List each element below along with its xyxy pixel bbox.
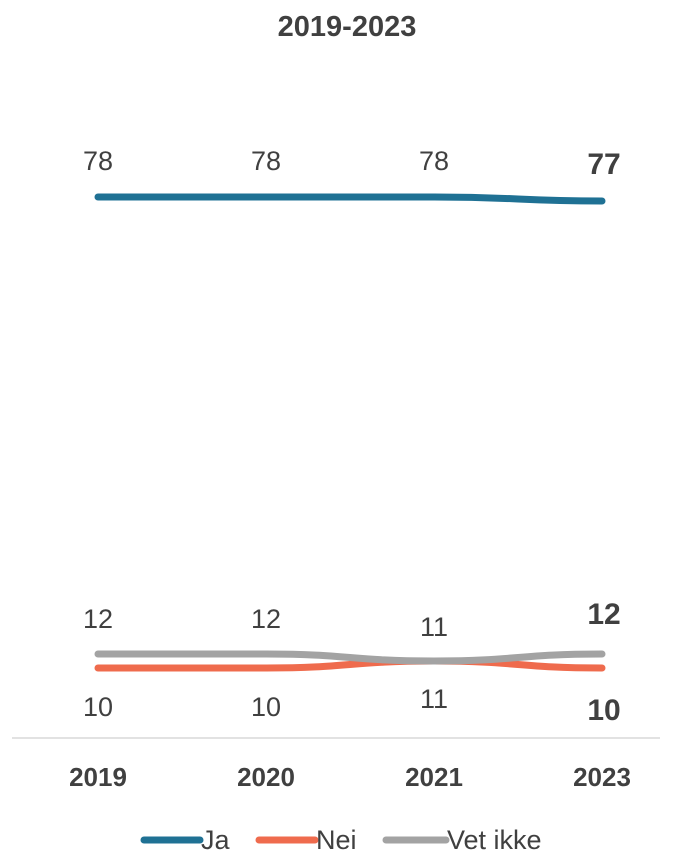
legend-label-vet-ikke: Vet ikke — [447, 825, 542, 853]
data-label-vet-ikke-2021: 11 — [420, 612, 448, 642]
data-label-vet-ikke-2020: 12 — [251, 604, 281, 634]
legend-label-nei: Nei — [316, 825, 357, 853]
series-line-nei — [94, 657, 606, 672]
data-label-nei-2023: 10 — [587, 694, 620, 727]
x-tick-2023: 2023 — [573, 762, 631, 792]
data-label-nei-2021: 11 — [420, 684, 448, 714]
x-tick-2019: 2019 — [69, 762, 127, 792]
series-layer — [94, 193, 606, 672]
data-label-ja-2020: 78 — [251, 146, 281, 176]
x-tick-2020: 2020 — [237, 762, 295, 792]
data-label-nei-2019: 10 — [83, 692, 113, 722]
data-label-nei-2020: 10 — [251, 692, 281, 722]
data-label-vet-ikke-2023: 12 — [587, 598, 620, 631]
data-label-ja-2019: 78 — [83, 146, 113, 176]
data-label-ja-2023: 77 — [587, 148, 620, 181]
series-line-vet-ikke — [94, 650, 606, 665]
x-tick-2021: 2021 — [405, 762, 463, 792]
data-label-vet-ikke-2019: 12 — [83, 604, 113, 634]
legend-label-ja: Ja — [201, 825, 231, 853]
series-line-ja — [94, 193, 606, 205]
legend: Ja Nei Vet ikke — [140, 825, 542, 853]
x-axis-ticks: 2019 2020 2021 2023 — [69, 762, 631, 792]
data-labels: 78 78 78 77 10 10 11 10 12 12 11 12 — [83, 146, 621, 727]
data-label-ja-2021: 78 — [419, 146, 449, 176]
chart-title: 2019-2023 — [278, 11, 417, 43]
